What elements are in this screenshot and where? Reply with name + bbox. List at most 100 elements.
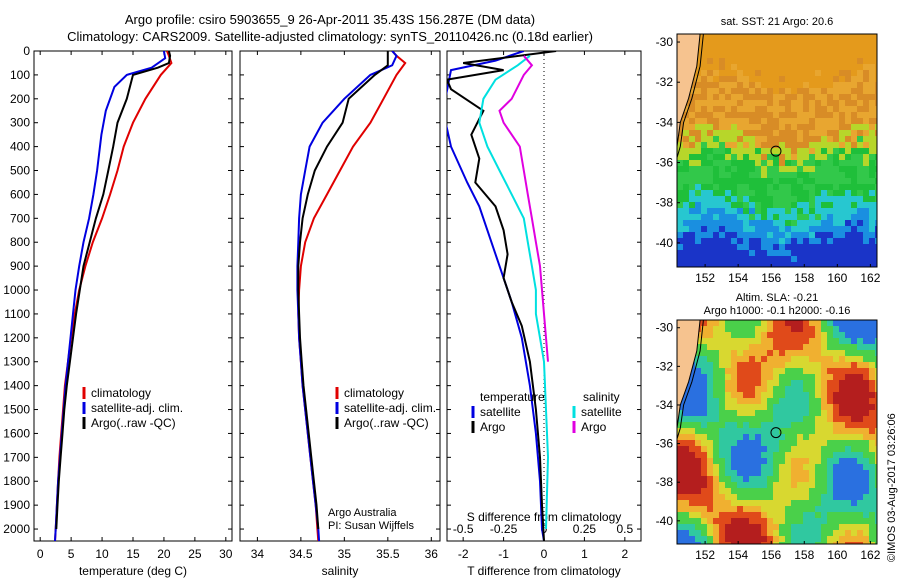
map-cell (869, 530, 875, 536)
map-cell (773, 374, 779, 380)
map-cell (785, 154, 791, 160)
map-cell (755, 112, 761, 118)
map-cell (821, 136, 827, 142)
map-cell (767, 34, 773, 40)
map-cell (779, 320, 785, 326)
map-cell (869, 154, 875, 160)
map-cell (851, 172, 857, 178)
map-cell (725, 106, 731, 112)
map-cell (701, 40, 707, 46)
map-cell (869, 518, 875, 524)
map-cell (749, 106, 755, 112)
map-cell (761, 464, 767, 470)
map-cell (743, 70, 749, 76)
map-cell (725, 320, 731, 326)
map-cell (749, 244, 755, 250)
map-cell (851, 70, 857, 76)
map-cell (839, 338, 845, 344)
map-cell (803, 410, 809, 416)
map-cell (731, 476, 737, 482)
map-cell (851, 208, 857, 214)
map-cell (809, 338, 815, 344)
map-cell (851, 464, 857, 470)
map-cell (785, 512, 791, 518)
map-cell (755, 184, 761, 190)
map-cell (731, 530, 737, 536)
map-cell (815, 398, 821, 404)
map-cell (803, 422, 809, 428)
map-cell (779, 64, 785, 70)
map-cell (731, 190, 737, 196)
map-cell (827, 464, 833, 470)
map-cell (773, 88, 779, 94)
map-cell (713, 356, 719, 362)
map-cell (755, 356, 761, 362)
map-cell (731, 118, 737, 124)
map-cell (773, 184, 779, 190)
map-cell (755, 58, 761, 64)
map-cell (845, 440, 851, 446)
map-cell (857, 40, 863, 46)
map-cell (779, 410, 785, 416)
map-cell (863, 488, 869, 494)
map-cell (761, 530, 767, 536)
map-cell (875, 154, 877, 160)
map-cell (821, 452, 827, 458)
map-cell (767, 416, 773, 422)
map-cell (839, 356, 845, 362)
map-cell (803, 100, 809, 106)
map-cell (719, 124, 725, 130)
map-cell (731, 88, 737, 94)
map-cell (755, 220, 761, 226)
map-cell (803, 244, 809, 250)
map-cell (797, 40, 803, 46)
map-cell (791, 34, 797, 40)
map-cell (767, 262, 773, 267)
map-cell (695, 494, 701, 500)
map-cell (713, 398, 719, 404)
map-cell (851, 332, 857, 338)
x-tick-label: -2 (458, 547, 469, 561)
map-cell (791, 64, 797, 70)
map-cell (803, 344, 809, 350)
map-cell (821, 178, 827, 184)
map-cell (773, 190, 779, 196)
map-cell (845, 434, 851, 440)
map-cell (743, 154, 749, 160)
map-cell (845, 332, 851, 338)
map-cell (863, 262, 869, 267)
map-cell (863, 112, 869, 118)
map-cell (689, 112, 695, 118)
map-cell (761, 356, 767, 362)
map-cell (869, 190, 875, 196)
map-cell (809, 320, 815, 326)
map-cell (815, 262, 821, 267)
map-cell (821, 542, 827, 544)
map-cell (773, 226, 779, 232)
map-cell (833, 356, 839, 362)
map-cell (725, 440, 731, 446)
map-cell (797, 476, 803, 482)
map-cell (815, 368, 821, 374)
map-cell (701, 458, 707, 464)
map-cell (761, 380, 767, 386)
map-cell (785, 40, 791, 46)
map-cell (785, 386, 791, 392)
map-cell (779, 500, 785, 506)
argo-float-marker (770, 427, 782, 439)
map-cell (773, 422, 779, 428)
map-cell (749, 160, 755, 166)
map-cell (713, 344, 719, 350)
map-cell (809, 368, 815, 374)
map-cell (731, 64, 737, 70)
map-cell (737, 118, 743, 124)
map-cell (779, 350, 785, 356)
map-cell (713, 58, 719, 64)
map-cell (743, 428, 749, 434)
map-cell (707, 256, 713, 262)
map-cell (695, 392, 701, 398)
map-cell (749, 332, 755, 338)
map-cell (701, 398, 707, 404)
map-cell (689, 422, 695, 428)
map-cell (833, 76, 839, 82)
